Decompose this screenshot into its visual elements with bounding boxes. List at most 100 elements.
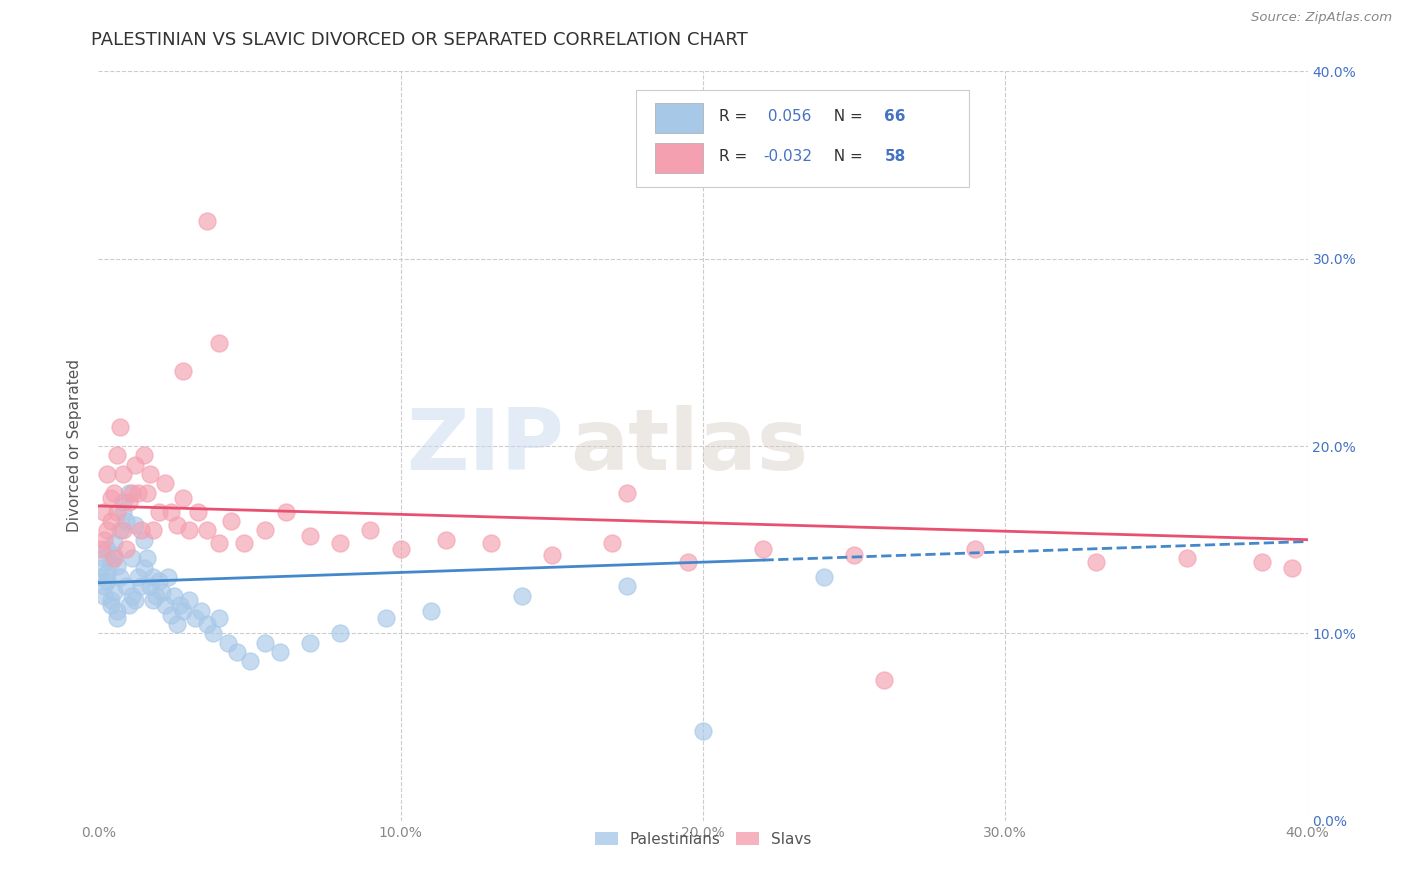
- Point: [510, 589, 533, 603]
- Text: N =: N =: [824, 149, 868, 163]
- Point: [105, 558, 128, 573]
- Point: [108, 570, 131, 584]
- Point: [676, 555, 699, 569]
- Point: [129, 524, 152, 538]
- Point: [202, 626, 225, 640]
- Text: 58: 58: [884, 149, 905, 163]
- Point: [169, 599, 191, 613]
- Point: [1251, 555, 1274, 569]
- Text: N =: N =: [824, 109, 868, 124]
- Point: [166, 517, 188, 532]
- Point: [540, 548, 562, 562]
- Point: [172, 604, 194, 618]
- Point: [100, 491, 122, 506]
- Point: [329, 536, 352, 550]
- Point: [190, 604, 212, 618]
- FancyBboxPatch shape: [637, 90, 969, 187]
- Point: [108, 524, 131, 538]
- Point: [232, 536, 254, 550]
- Point: [114, 580, 136, 594]
- Point: [195, 617, 218, 632]
- Text: R =: R =: [718, 109, 752, 124]
- Point: [121, 486, 143, 500]
- Text: R =: R =: [718, 149, 752, 163]
- FancyBboxPatch shape: [655, 103, 703, 133]
- Point: [90, 542, 112, 557]
- Point: [389, 542, 412, 557]
- Point: [118, 486, 141, 500]
- Point: [145, 589, 167, 603]
- Point: [139, 580, 162, 594]
- Point: [108, 420, 131, 434]
- Point: [156, 570, 179, 584]
- Point: [1085, 555, 1108, 569]
- Text: 0.056: 0.056: [763, 109, 811, 124]
- Point: [208, 336, 231, 351]
- Point: [111, 524, 134, 538]
- Text: ZIP: ZIP: [406, 404, 564, 488]
- Point: [129, 580, 152, 594]
- Point: [844, 548, 866, 562]
- Point: [105, 604, 128, 618]
- Point: [187, 505, 209, 519]
- Point: [139, 467, 162, 482]
- Point: [103, 486, 125, 500]
- Point: [132, 561, 155, 575]
- Point: [142, 524, 165, 538]
- Point: [142, 570, 165, 584]
- Text: PALESTINIAN VS SLAVIC DIVORCED OR SEPARATED CORRELATION CHART: PALESTINIAN VS SLAVIC DIVORCED OR SEPARA…: [91, 31, 748, 49]
- Point: [127, 570, 149, 584]
- Point: [93, 505, 115, 519]
- Point: [160, 505, 183, 519]
- Text: Source: ZipAtlas.com: Source: ZipAtlas.com: [1251, 11, 1392, 24]
- Point: [179, 592, 201, 607]
- Point: [96, 566, 118, 581]
- Point: [93, 580, 115, 594]
- Y-axis label: Divorced or Separated: Divorced or Separated: [67, 359, 83, 533]
- Point: [100, 592, 122, 607]
- Point: [221, 514, 243, 528]
- Point: [96, 574, 118, 588]
- Point: [93, 551, 115, 566]
- Text: -0.032: -0.032: [763, 149, 813, 163]
- Point: [166, 617, 188, 632]
- Text: atlas: atlas: [569, 404, 808, 488]
- Point: [873, 673, 896, 688]
- Point: [105, 505, 128, 519]
- Point: [114, 542, 136, 557]
- Point: [103, 536, 125, 550]
- Point: [602, 536, 624, 550]
- Point: [124, 458, 146, 472]
- Point: [329, 626, 352, 640]
- Point: [96, 524, 118, 538]
- Point: [93, 533, 115, 547]
- Point: [150, 585, 173, 599]
- Point: [135, 551, 157, 566]
- Point: [96, 467, 118, 482]
- Point: [90, 561, 112, 575]
- Point: [114, 514, 136, 528]
- Point: [118, 599, 141, 613]
- Point: [195, 214, 218, 228]
- Point: [103, 551, 125, 566]
- Text: 66: 66: [884, 109, 905, 124]
- Point: [100, 555, 122, 569]
- Point: [103, 585, 125, 599]
- Point: [420, 604, 443, 618]
- Point: [90, 570, 112, 584]
- Point: [374, 611, 396, 625]
- Point: [148, 505, 170, 519]
- Point: [217, 635, 239, 649]
- Point: [481, 536, 503, 550]
- Point: [111, 467, 134, 482]
- Point: [1281, 561, 1303, 575]
- Point: [96, 542, 118, 557]
- Point: [163, 589, 186, 603]
- Legend: Palestinians, Slavs: Palestinians, Slavs: [586, 824, 820, 855]
- Point: [124, 592, 146, 607]
- Point: [121, 589, 143, 603]
- Point: [813, 570, 835, 584]
- Point: [153, 599, 176, 613]
- Point: [100, 514, 122, 528]
- Point: [208, 611, 231, 625]
